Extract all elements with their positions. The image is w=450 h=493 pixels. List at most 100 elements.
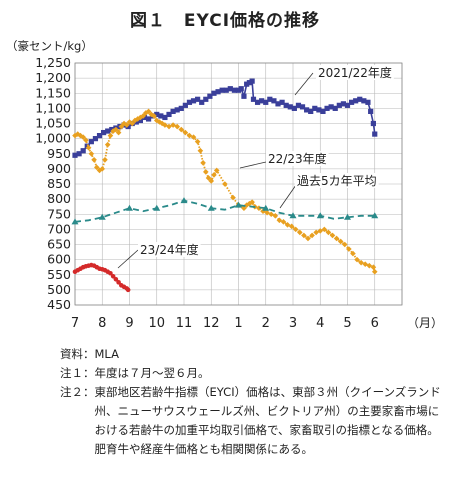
data-point <box>72 152 78 158</box>
series-label-23-24-bg <box>138 242 201 257</box>
eyci-line-chart: 1,2501,2001,1501,1001,0501,0009509008508… <box>35 55 443 331</box>
series-label-22-23-leader <box>239 161 267 169</box>
series-line <box>74 110 376 272</box>
x-tick-label: 2 <box>262 316 270 331</box>
data-point <box>215 89 221 95</box>
series-label-2021-22-bg <box>316 65 394 80</box>
data-point <box>304 107 310 113</box>
data-point <box>357 96 363 102</box>
data-point <box>353 98 359 104</box>
data-point <box>109 126 115 133</box>
data-point <box>125 287 131 293</box>
data-point <box>324 105 330 111</box>
data-point <box>287 104 293 110</box>
series-3 <box>72 262 131 293</box>
y-tick-label: 950 <box>47 146 71 161</box>
x-tick-label: 6 <box>371 316 379 331</box>
data-point <box>370 264 377 270</box>
data-point <box>104 141 111 148</box>
data-point <box>308 108 314 114</box>
x-tick-label: 9 <box>125 316 133 331</box>
series-2 <box>71 197 379 225</box>
data-point <box>272 212 279 219</box>
note-1: 注１： 年度は７月～翌６月。 <box>60 364 445 383</box>
y-axis-unit-label: （豪セント/kg） <box>6 39 93 53</box>
data-point <box>133 119 139 125</box>
data-point <box>158 113 164 119</box>
data-point <box>107 132 114 139</box>
data-point <box>98 213 106 220</box>
data-point <box>92 136 99 142</box>
data-point <box>267 96 273 102</box>
data-point <box>235 201 242 208</box>
note-2: 注２： 東部地区若齢牛指標（EYCI）価格は、東部３州（クイーンズランド州、ニュ… <box>60 383 445 459</box>
data-point <box>190 98 197 104</box>
data-point <box>80 134 86 140</box>
data-point <box>260 208 266 215</box>
data-point <box>246 200 253 207</box>
data-point <box>241 93 247 99</box>
data-point <box>250 96 257 102</box>
data-point <box>113 126 119 133</box>
data-point <box>80 148 86 154</box>
data-point <box>346 246 352 252</box>
data-point <box>71 218 79 225</box>
data-point <box>368 108 374 114</box>
data-point <box>174 123 180 130</box>
data-point <box>361 98 367 104</box>
data-point <box>88 150 95 157</box>
data-point <box>145 116 152 122</box>
data-point <box>317 228 324 234</box>
data-point <box>207 204 215 211</box>
data-point <box>134 116 141 122</box>
data-point <box>116 280 121 285</box>
data-point <box>148 111 155 118</box>
data-point <box>84 143 90 149</box>
series-line <box>74 199 375 223</box>
data-point <box>211 172 217 178</box>
data-point <box>108 270 113 276</box>
data-point <box>186 99 193 105</box>
data-point <box>174 107 180 113</box>
data-point <box>102 157 108 163</box>
data-point <box>256 205 262 211</box>
data-point <box>305 235 311 242</box>
data-point <box>280 219 287 225</box>
data-point <box>244 81 250 87</box>
note-1-text: 年度は７月～翌６月。 <box>94 366 210 380</box>
data-point <box>262 204 270 211</box>
data-point <box>126 204 133 211</box>
data-point <box>249 199 255 205</box>
y-tick-label: 650 <box>47 237 71 252</box>
x-tick-label: 1 <box>234 316 242 331</box>
data-point <box>336 102 342 108</box>
data-point <box>180 197 188 204</box>
data-point <box>231 87 238 93</box>
y-tick-label: 700 <box>47 221 71 236</box>
data-point <box>166 123 172 130</box>
data-point <box>340 101 347 107</box>
data-point <box>205 175 212 181</box>
series-label-22-23: 22/23年度 <box>268 151 327 166</box>
data-point <box>208 178 215 184</box>
x-tick-label: 10 <box>148 316 165 331</box>
data-point <box>113 276 119 282</box>
x-tick-label: 11 <box>176 316 193 331</box>
data-point <box>337 238 344 245</box>
data-point <box>332 105 338 111</box>
data-point <box>328 104 334 110</box>
data-point <box>292 226 299 233</box>
series-label-23-24: 23/24年度 <box>140 242 199 257</box>
y-tick-label: 800 <box>47 191 71 206</box>
data-point <box>88 139 94 145</box>
data-point <box>101 129 107 136</box>
data-point <box>72 132 78 139</box>
data-point <box>230 194 236 201</box>
series-0 <box>72 78 378 158</box>
data-point <box>94 164 100 171</box>
data-point <box>99 166 106 172</box>
data-point <box>344 213 351 220</box>
data-point <box>178 126 185 133</box>
y-tick-label: 1,150 <box>35 85 71 100</box>
data-point <box>125 123 131 130</box>
